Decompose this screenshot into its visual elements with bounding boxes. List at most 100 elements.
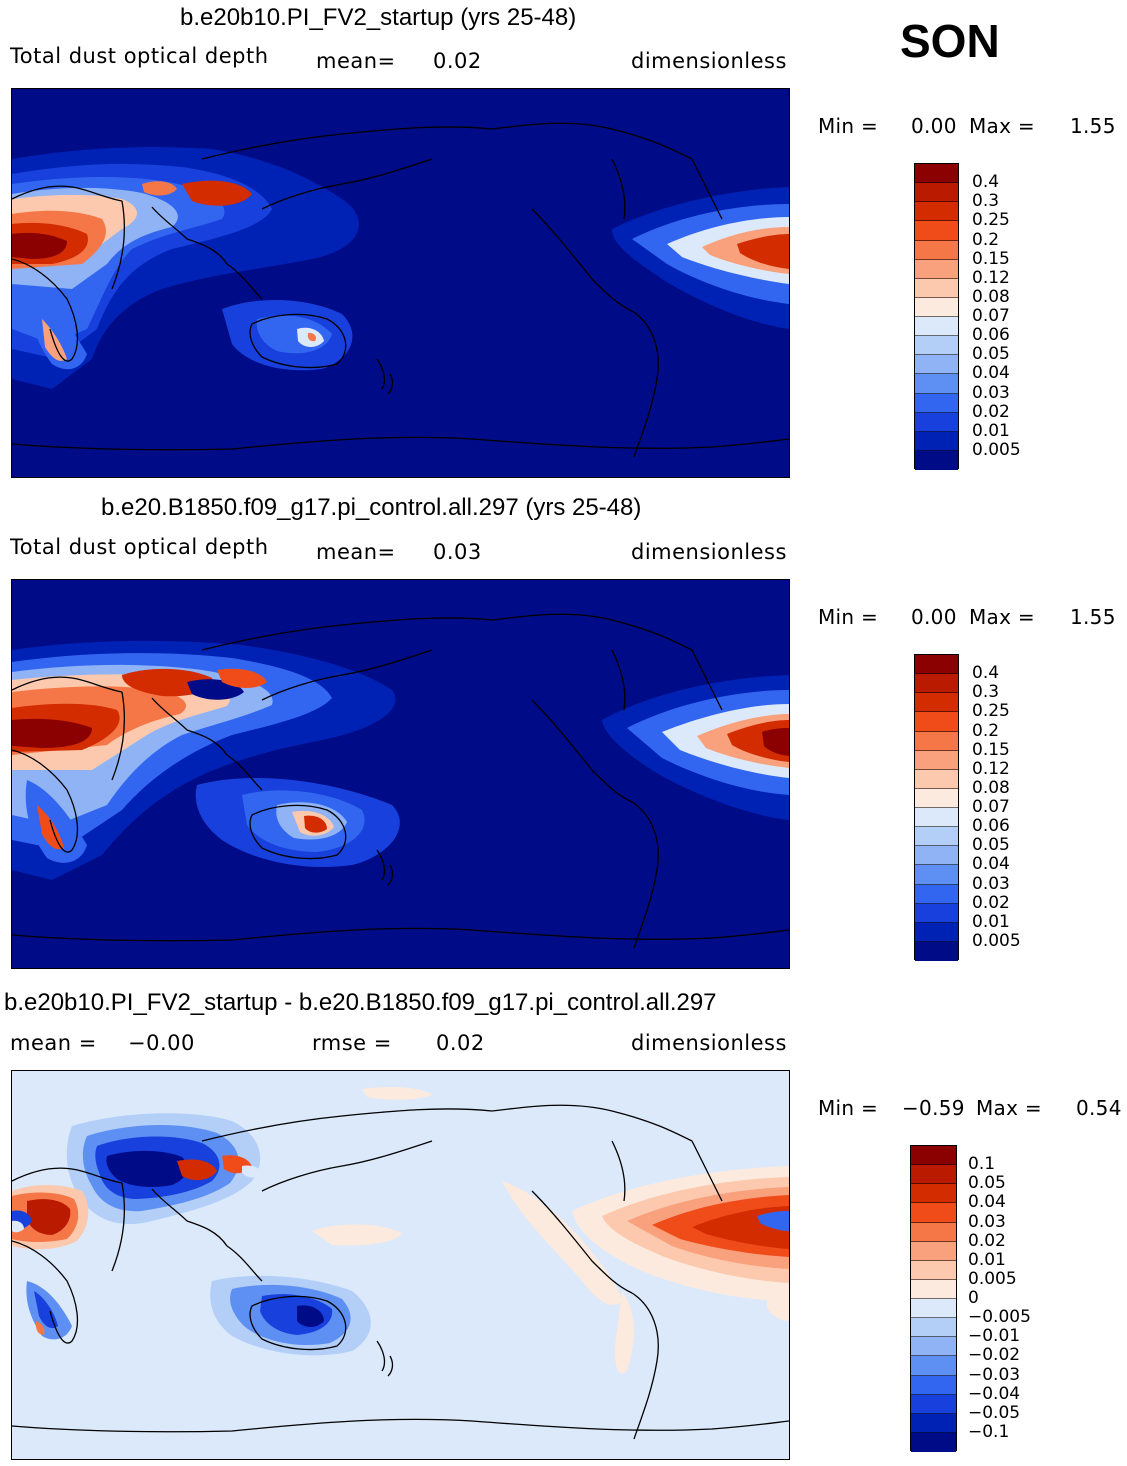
colorbar-label: 0.03 bbox=[972, 873, 1010, 894]
colorbar-label: 0.01 bbox=[968, 1249, 1006, 1270]
colorbar-label: 0.4 bbox=[972, 172, 1000, 193]
colorbar-swatch bbox=[911, 1318, 956, 1338]
colorbar-label: 0.2 bbox=[972, 720, 1000, 741]
colorbar-label: 0.03 bbox=[972, 382, 1010, 403]
panel1-min-label: Min = bbox=[818, 114, 879, 138]
colorbar-swatch bbox=[915, 450, 958, 470]
colorbar-label: 0.15 bbox=[972, 739, 1010, 760]
colorbar-label: 0.005 bbox=[972, 930, 1021, 951]
panel2-variable: Total dust optical depth bbox=[10, 535, 269, 559]
colorbar-swatch bbox=[915, 769, 958, 789]
colorbar-swatch bbox=[915, 846, 958, 866]
panel2-max-label: Max = bbox=[969, 605, 1035, 629]
panel3-min-label: Min = bbox=[818, 1096, 879, 1120]
colorbar-label: 0.02 bbox=[968, 1230, 1006, 1251]
colorbar-label: 0.08 bbox=[972, 286, 1010, 307]
colorbar-label: 0.03 bbox=[968, 1211, 1006, 1232]
season-label: SON bbox=[900, 15, 1000, 67]
colorbar-swatch bbox=[915, 674, 958, 694]
panel2-map bbox=[11, 579, 790, 969]
colorbar-label: 0.3 bbox=[972, 682, 1000, 703]
colorbar-label: 0.005 bbox=[968, 1268, 1017, 1289]
colorbar-label: 0.05 bbox=[972, 835, 1010, 856]
colorbar-swatch bbox=[911, 1337, 956, 1357]
colorbar-label: 0.15 bbox=[972, 248, 1010, 269]
panel2-min-value: 0.00 bbox=[911, 605, 957, 629]
colorbar-swatch bbox=[915, 431, 958, 451]
panel1-colorbar bbox=[914, 163, 959, 470]
colorbar-label: 0.01 bbox=[972, 911, 1010, 932]
colorbar-label: 0.01 bbox=[972, 420, 1010, 441]
colorbar-swatch bbox=[915, 202, 958, 222]
colorbar-swatch bbox=[915, 393, 958, 413]
colorbar-swatch bbox=[915, 336, 958, 356]
colorbar-swatch bbox=[915, 750, 958, 770]
colorbar-swatch bbox=[915, 183, 958, 203]
colorbar-swatch bbox=[915, 731, 958, 751]
panel3-coastlines bbox=[12, 1104, 789, 1440]
colorbar-swatch bbox=[915, 941, 958, 961]
colorbar-swatch bbox=[915, 412, 958, 432]
panel3-units: dimensionless bbox=[631, 1031, 787, 1055]
colorbar-label: −0.005 bbox=[968, 1307, 1031, 1328]
colorbar-label: 0.04 bbox=[972, 363, 1010, 384]
colorbar-swatch bbox=[911, 1413, 956, 1433]
panel2-coastlines bbox=[12, 613, 789, 949]
colorbar-swatch bbox=[915, 221, 958, 241]
colorbar-label: −0.02 bbox=[968, 1345, 1021, 1366]
colorbar-swatch bbox=[915, 808, 958, 828]
panel2-mean-label: mean= bbox=[316, 540, 396, 564]
colorbar-swatch bbox=[915, 922, 958, 942]
colorbar-swatch bbox=[915, 655, 958, 675]
panel3-max-value: 0.54 bbox=[1076, 1096, 1122, 1120]
colorbar-label: 0.3 bbox=[972, 191, 1000, 212]
panel1-variable: Total dust optical depth bbox=[10, 44, 269, 68]
panel2-max-value: 1.55 bbox=[1070, 605, 1116, 629]
colorbar-label: 0.4 bbox=[972, 663, 1000, 684]
panel3-rmse-label: rmse = bbox=[312, 1031, 392, 1055]
panel3-map bbox=[11, 1070, 790, 1460]
panel1-coastlines bbox=[12, 122, 789, 458]
panel1-mean-value: 0.02 bbox=[433, 49, 482, 73]
colorbar-label: 0.06 bbox=[972, 816, 1010, 837]
colorbar-label: −0.04 bbox=[968, 1383, 1021, 1404]
colorbar-swatch bbox=[911, 1299, 956, 1319]
colorbar-swatch bbox=[911, 1356, 956, 1376]
colorbar-swatch bbox=[911, 1203, 956, 1223]
colorbar-swatch bbox=[911, 1222, 956, 1242]
panel2-title: b.e20.B1850.f09_g17.pi_control.all.297 (… bbox=[101, 494, 642, 521]
panel1-max-value: 1.55 bbox=[1070, 114, 1116, 138]
colorbar-swatch bbox=[911, 1241, 956, 1261]
panel2-min-label: Min = bbox=[818, 605, 879, 629]
panel1-title: b.e20b10.PI_FV2_startup (yrs 25-48) bbox=[180, 4, 577, 31]
colorbar-label: 0.04 bbox=[968, 1192, 1006, 1213]
colorbar-label: 0.05 bbox=[968, 1173, 1006, 1194]
panel3-colorbar bbox=[910, 1145, 957, 1452]
panel3-mean-value: −0.00 bbox=[128, 1031, 195, 1055]
colorbar-swatch bbox=[915, 827, 958, 847]
panel1-min-value: 0.00 bbox=[911, 114, 957, 138]
colorbar-label: −0.03 bbox=[968, 1364, 1021, 1385]
colorbar-swatch bbox=[915, 278, 958, 298]
panel3-max-label: Max = bbox=[976, 1096, 1042, 1120]
panel2-dust-field bbox=[12, 640, 789, 880]
colorbar-label: 0.07 bbox=[972, 306, 1010, 326]
colorbar-label: 0.005 bbox=[972, 439, 1021, 460]
colorbar-swatch bbox=[911, 1279, 956, 1299]
panel1-map bbox=[11, 88, 790, 478]
colorbar-label: 0.12 bbox=[972, 758, 1010, 779]
panel3-min-value: −0.59 bbox=[902, 1096, 965, 1120]
colorbar-swatch bbox=[911, 1146, 956, 1166]
colorbar-swatch bbox=[915, 712, 958, 732]
colorbar-swatch bbox=[911, 1165, 956, 1185]
colorbar-label: 0.1 bbox=[968, 1154, 996, 1175]
colorbar-swatch bbox=[915, 164, 958, 184]
colorbar-swatch bbox=[911, 1260, 956, 1280]
colorbar-label: −0.1 bbox=[968, 1421, 1010, 1442]
panel3-rmse-value: 0.02 bbox=[436, 1031, 485, 1055]
colorbar-label: 0.08 bbox=[972, 777, 1010, 798]
colorbar-swatch bbox=[915, 903, 958, 923]
colorbar-swatch bbox=[915, 240, 958, 260]
colorbar-swatch bbox=[911, 1432, 956, 1452]
colorbar-label: 0.04 bbox=[972, 854, 1010, 875]
